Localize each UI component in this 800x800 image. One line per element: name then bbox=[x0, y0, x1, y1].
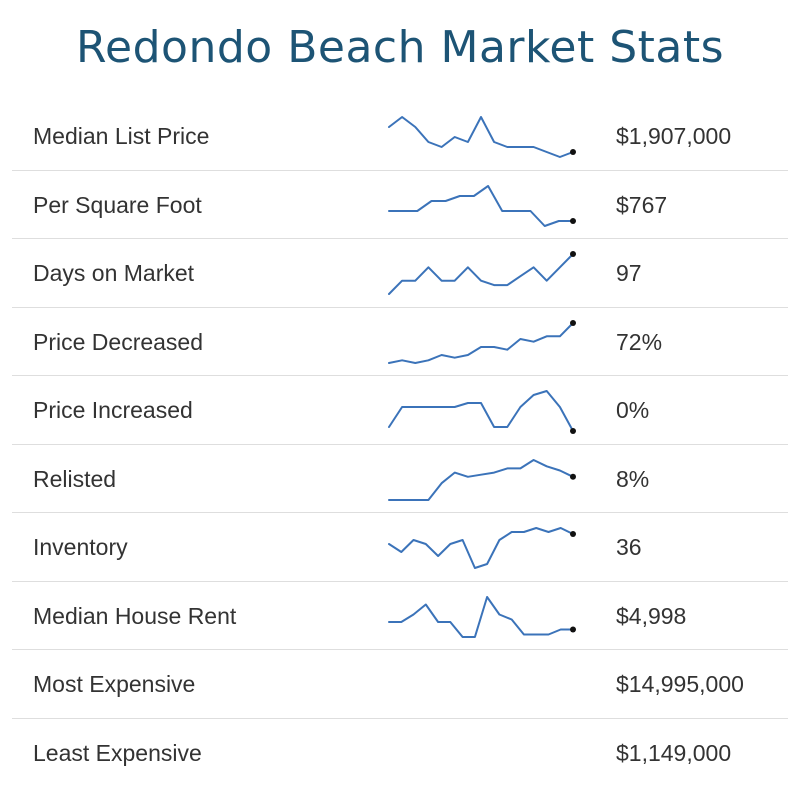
metric-label: Median List Price bbox=[33, 123, 210, 149]
trend-sparkline bbox=[388, 390, 576, 434]
trend-line bbox=[388, 321, 574, 364]
metric-value: $1,149,000 bbox=[616, 739, 732, 766]
trend-sparkline bbox=[388, 319, 576, 364]
trend-end-point bbox=[570, 217, 576, 224]
trend-line bbox=[388, 116, 574, 158]
trend-end-point bbox=[570, 531, 576, 537]
metric-label: Most Expensive bbox=[33, 671, 196, 697]
metric-label: Median House Rent bbox=[33, 602, 237, 629]
metric-value: $4,998 bbox=[616, 602, 687, 629]
metric-value: $1,907,000 bbox=[616, 123, 732, 149]
trend-sparkline bbox=[388, 251, 576, 295]
stats-row: Median House Rent $4,998 bbox=[12, 582, 788, 650]
trend-sparkline bbox=[388, 527, 576, 569]
trend-sparkline bbox=[388, 116, 576, 158]
metric-label: Least Expensive bbox=[33, 739, 202, 766]
trend-end-point bbox=[570, 428, 576, 434]
stats-row: Inventory 36 bbox=[12, 513, 788, 582]
trend-end-point bbox=[570, 149, 576, 155]
stats-row: Price Decreased 72% bbox=[12, 308, 788, 376]
trend-line bbox=[388, 184, 574, 227]
metric-label: Days on Market bbox=[33, 260, 195, 286]
metric-value: $767 bbox=[616, 191, 668, 218]
stats-row: Days on Market 97 bbox=[12, 239, 788, 308]
metric-label: Per Square Foot bbox=[33, 191, 202, 218]
trend-line bbox=[388, 458, 574, 501]
stats-row: Price Increased 0% bbox=[12, 376, 788, 445]
metric-label: Relisted bbox=[33, 465, 117, 492]
metric-value: 97 bbox=[616, 260, 642, 286]
metric-value: 0% bbox=[616, 397, 650, 423]
trend-end-point bbox=[570, 251, 576, 257]
metric-label: Inventory bbox=[33, 534, 128, 560]
page-title: Redondo Beach Market Stats bbox=[75, 22, 725, 73]
metric-value: 8% bbox=[616, 465, 650, 492]
stats-row: Relisted 8% bbox=[12, 445, 788, 513]
metric-value: 72% bbox=[616, 328, 663, 355]
trend-sparkline bbox=[388, 595, 576, 638]
stats-row: Median List Price $1,907,000 bbox=[12, 102, 788, 171]
market-stats-table: Median List Price $1,907,000 Per Square Fo… bbox=[12, 102, 788, 787]
trend-line bbox=[388, 390, 574, 432]
stats-row: Least Expensive $1,149,000 bbox=[12, 719, 788, 788]
trend-line bbox=[388, 595, 574, 638]
stats-row: Per Square Foot $767 bbox=[12, 171, 788, 239]
metric-label: Price Increased bbox=[33, 397, 193, 423]
metric-value: 36 bbox=[616, 534, 642, 560]
trend-line bbox=[388, 527, 574, 569]
trend-sparkline bbox=[388, 184, 576, 227]
metric-label: Price Decreased bbox=[33, 328, 204, 355]
trend-end-point bbox=[570, 319, 576, 326]
trend-line bbox=[388, 253, 574, 295]
stats-row: Most Expensive $14,995,000 bbox=[12, 650, 788, 719]
metric-value: $14,995,000 bbox=[616, 671, 744, 697]
trend-end-point bbox=[570, 473, 576, 480]
trend-sparkline bbox=[388, 458, 576, 501]
trend-end-point bbox=[570, 626, 576, 632]
